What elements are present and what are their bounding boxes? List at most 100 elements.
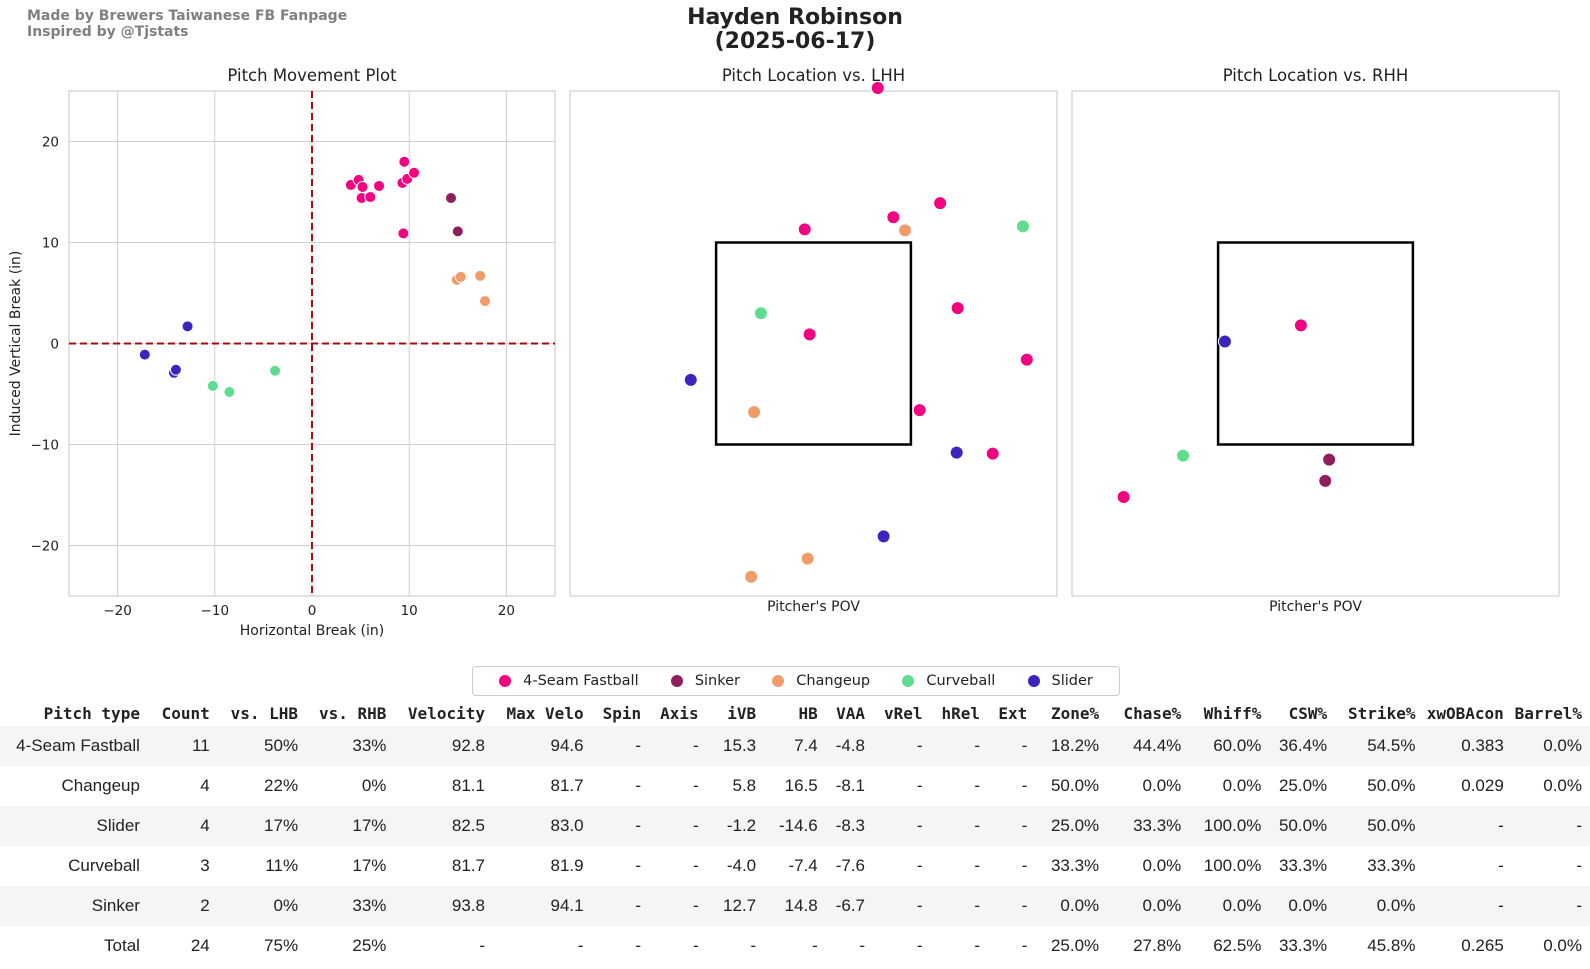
table-cell: 0.0%	[1543, 936, 1582, 955]
table-cell: 33.3%	[1367, 856, 1416, 875]
column-header: Max Velo	[506, 703, 584, 723]
table-cell: -	[1576, 856, 1582, 875]
data-point-changeup	[474, 269, 487, 282]
table-cell: 62.5%	[1213, 936, 1262, 955]
page-title: Hayden Robinson (2025-06-17)	[0, 6, 1590, 54]
table-cell: 16.5	[784, 776, 818, 795]
table-cell: 75%	[264, 936, 299, 955]
data-point-slider	[138, 348, 151, 361]
table-cell: Slider	[96, 816, 140, 835]
table-cell: -	[1021, 896, 1028, 915]
table-cell: -	[635, 776, 642, 795]
table-cell: 7.4	[794, 736, 818, 755]
table-cell: 33.3%	[1278, 936, 1328, 955]
table-cell: 0.0%	[1543, 776, 1582, 795]
table-cell: 60.0%	[1213, 736, 1262, 755]
column-header: Strike%	[1348, 703, 1416, 723]
table-cell: 50.0%	[1367, 776, 1416, 795]
table-cell: 54.5%	[1367, 736, 1416, 755]
data-point-changeup	[744, 569, 759, 584]
y-axis-label: Induced Vertical Break (in)	[8, 251, 24, 437]
table-cell: -	[635, 816, 642, 835]
column-header: Ext	[998, 703, 1028, 723]
data-point-slider	[1217, 334, 1232, 349]
data-point-sinker	[444, 192, 457, 205]
table-cell: 12.7	[723, 896, 757, 915]
table-cell: -14.6	[779, 816, 818, 835]
table-cell: 33.3%	[1278, 856, 1328, 875]
credit-line-2: Inspired by @Tjstats	[27, 24, 189, 40]
table-cell: -	[692, 776, 699, 795]
data-point-sinker	[1322, 452, 1337, 467]
table-cell: -	[859, 936, 865, 955]
data-point-curveball	[753, 306, 768, 321]
table-cell: -	[1576, 896, 1582, 915]
table-cell: 44.4%	[1133, 736, 1182, 755]
table-cell: -	[974, 936, 981, 955]
data-point-4-seam-fastball	[933, 196, 948, 211]
data-point-changeup	[898, 223, 913, 238]
table-cell: -	[916, 816, 923, 835]
legend-marker	[902, 675, 915, 687]
legend-item: Slider	[1027, 673, 1093, 689]
table-cell: 0.0%	[1222, 896, 1262, 915]
table-cell: 33.3%	[1050, 856, 1100, 875]
table-row: Changeup 4 22% 0% 81.1 81.7 - - 5.8 16.5 -8.1 - - - 50…	[0, 766, 1590, 806]
data-point-4-seam-fastball	[1293, 318, 1308, 333]
table-row: Curveball 3 11% 17% 81.7 81.9 - - -4.0 -7.4 -7.6 - -…	[0, 846, 1590, 886]
x-tick-label: −20	[103, 603, 132, 619]
table-cell: 25.0%	[1050, 936, 1100, 955]
table-cell: 81.1	[451, 776, 485, 795]
data-point-4-seam-fastball	[364, 191, 377, 204]
table-cell: 100.0%	[1203, 856, 1262, 875]
table-cell: 0.0%	[1142, 896, 1182, 915]
table-cell: -	[974, 896, 981, 915]
column-header: Barrel%	[1514, 703, 1582, 723]
table-cell: 4-Seam Fastball	[16, 736, 140, 755]
data-point-4-seam-fastball	[797, 222, 812, 237]
table-cell: 92.8	[451, 736, 485, 755]
data-point-4-seam-fastball	[870, 80, 885, 95]
table-cell: 81.7	[451, 856, 485, 875]
table-cell: 15.3	[723, 736, 757, 755]
plot-frame	[569, 90, 1058, 597]
table-cell: -1.2	[726, 816, 757, 835]
table-cell: -	[635, 896, 642, 915]
data-point-4-seam-fastball	[356, 180, 369, 193]
column-header: Zone%	[1050, 703, 1100, 723]
column-header: xwOBAcon	[1426, 703, 1504, 723]
table-cell: 0.0%	[1376, 896, 1416, 915]
table-cell: 50.0%	[1367, 816, 1416, 835]
table-cell: -	[1498, 856, 1504, 875]
table-cell: -	[974, 776, 981, 795]
data-point-4-seam-fastball	[985, 446, 1000, 461]
y-tick-label: 0	[50, 337, 59, 353]
table-cell: 94.1	[550, 896, 584, 915]
table-cell: 0.0%	[1060, 896, 1100, 915]
table-row: Slider 4 17% 17% 82.5 83.0 - - -1.2 -14.6 -8.3 - - - 2…	[0, 806, 1590, 846]
table-cell: -	[1021, 736, 1028, 755]
data-point-4-seam-fastball	[408, 166, 421, 179]
column-header: Axis	[660, 703, 699, 723]
table-cell: 33.3%	[1133, 816, 1182, 835]
plot-frame	[1071, 90, 1560, 597]
table-cell: -4.0	[726, 856, 757, 875]
data-point-slider	[169, 363, 182, 376]
column-header: vRel	[883, 703, 923, 723]
table-cell: -	[916, 936, 923, 955]
table-cell: -8.3	[835, 816, 865, 835]
data-point-curveball	[269, 364, 282, 377]
table-row: 4-Seam Fastball 11 50% 33% 92.8 94.6 - - 15.3 7.4…	[0, 726, 1590, 766]
column-header: vs. RHB	[318, 703, 387, 723]
table-cell: Total	[104, 936, 140, 955]
table-cell: 0.0%	[1142, 776, 1182, 795]
table-cell: 5.8	[732, 776, 757, 795]
table-cell: 11	[192, 736, 210, 755]
column-header: iVB	[727, 703, 757, 723]
table-cell: 33%	[352, 896, 387, 915]
data-point-4-seam-fastball	[1116, 490, 1131, 505]
table-cell: 50%	[264, 736, 299, 755]
table-cell: -	[1021, 936, 1028, 955]
table-cell: -8.1	[835, 776, 865, 795]
table-cell: Sinker	[91, 896, 140, 915]
